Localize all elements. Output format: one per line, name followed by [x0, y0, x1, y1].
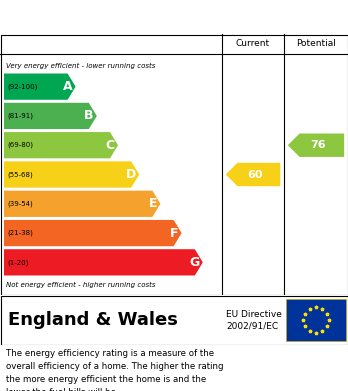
Text: 60: 60	[247, 170, 263, 179]
Polygon shape	[4, 220, 182, 246]
Text: (69-80): (69-80)	[7, 142, 33, 149]
Text: E: E	[149, 197, 157, 210]
Text: (81-91): (81-91)	[7, 113, 33, 119]
Text: D: D	[126, 168, 136, 181]
Polygon shape	[288, 133, 344, 157]
Text: Potential: Potential	[296, 39, 336, 48]
Text: (1-20): (1-20)	[7, 259, 29, 265]
Polygon shape	[4, 191, 160, 217]
Polygon shape	[4, 132, 118, 158]
Polygon shape	[4, 249, 203, 276]
Text: 76: 76	[310, 140, 326, 150]
Text: EU Directive
2002/91/EC: EU Directive 2002/91/EC	[226, 310, 282, 330]
Text: C: C	[106, 139, 115, 152]
Text: (21-38): (21-38)	[7, 230, 33, 236]
Text: A: A	[63, 80, 73, 93]
Text: (55-68): (55-68)	[7, 171, 33, 178]
Text: Energy Efficiency Rating: Energy Efficiency Rating	[10, 9, 220, 25]
Text: G: G	[190, 256, 200, 269]
Polygon shape	[4, 74, 76, 100]
Text: B: B	[84, 109, 94, 122]
Text: Very energy efficient - lower running costs: Very energy efficient - lower running co…	[6, 63, 155, 69]
Text: Current: Current	[236, 39, 270, 48]
Text: Not energy efficient - higher running costs: Not energy efficient - higher running co…	[6, 282, 156, 288]
Text: (92-100): (92-100)	[7, 83, 37, 90]
Text: F: F	[170, 226, 179, 240]
Text: England & Wales: England & Wales	[8, 311, 178, 329]
Polygon shape	[4, 103, 97, 129]
Polygon shape	[226, 163, 280, 186]
Text: The energy efficiency rating is a measure of the
overall efficiency of a home. T: The energy efficiency rating is a measur…	[6, 349, 223, 391]
Polygon shape	[4, 161, 139, 188]
Bar	[286, 299, 346, 341]
Text: (39-54): (39-54)	[7, 201, 33, 207]
